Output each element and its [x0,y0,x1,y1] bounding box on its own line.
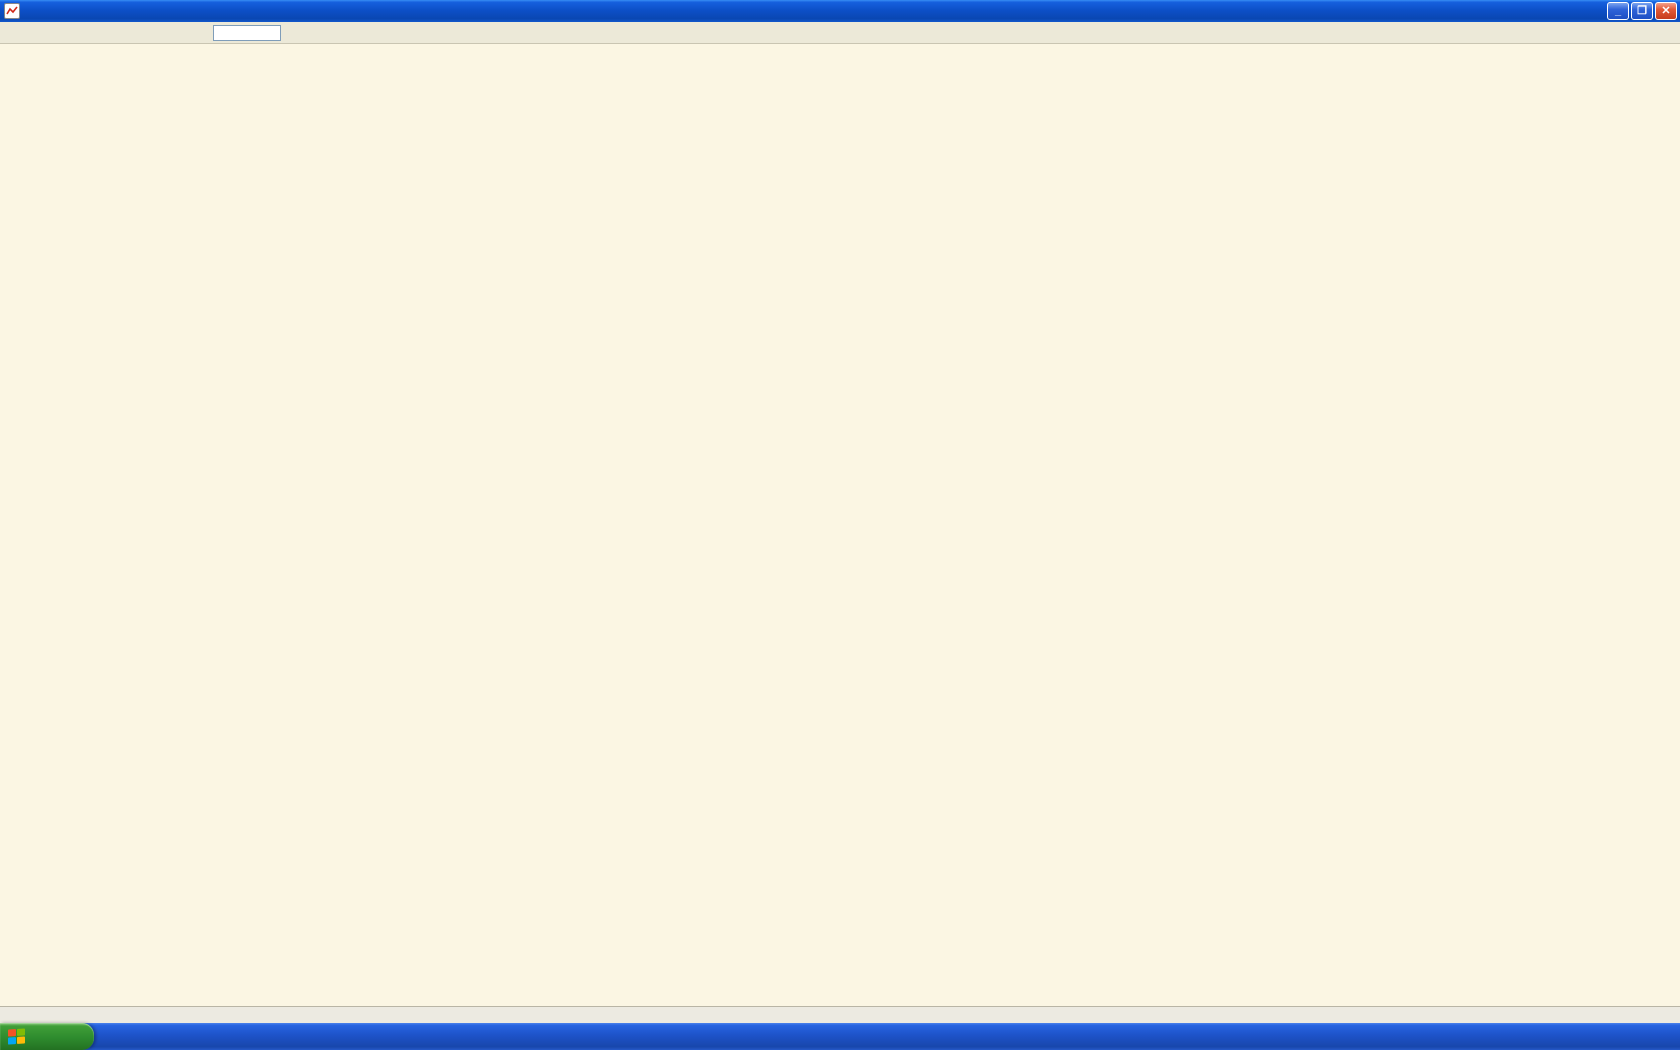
symbol-input[interactable] [213,25,281,41]
close-button[interactable]: ✕ [1655,2,1677,20]
title-bar: _ ❐ ✕ [0,0,1680,22]
start-button[interactable] [0,1023,94,1050]
taskbar [0,1023,1680,1050]
restore-button[interactable]: ❐ [1631,2,1653,20]
price-chart-canvas[interactable] [0,44,1680,1006]
windows-flag-icon [8,1027,26,1045]
chart-client-area [0,44,1680,1006]
minimize-button[interactable]: _ [1607,2,1629,20]
app-chart-icon [4,3,20,19]
menu-bar [0,22,1680,44]
horizontal-scrollbar[interactable] [0,1006,1680,1023]
